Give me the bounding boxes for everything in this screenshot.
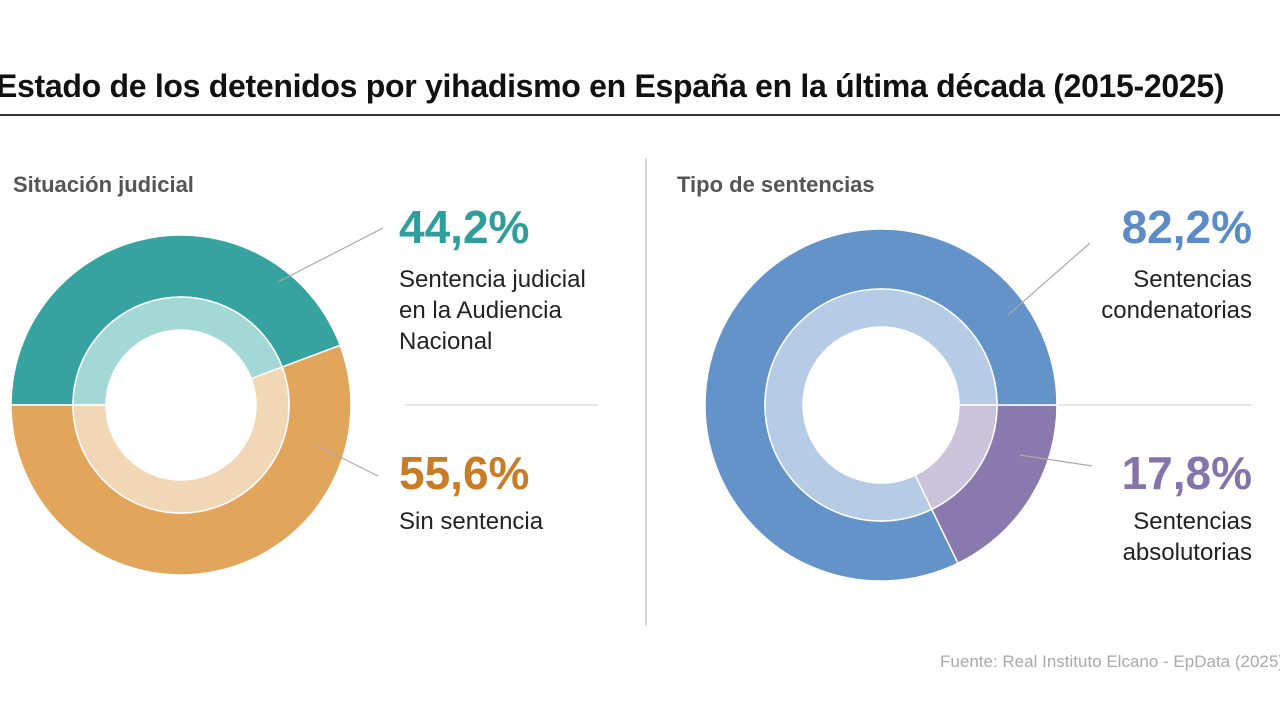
value-label-absolutorias: 17,8%	[1121, 447, 1252, 499]
value-label-condenatorias: 82,2%	[1121, 201, 1252, 253]
value-label-sin-sentencia: 55,6%	[399, 447, 530, 499]
source-note: Fuente: Real Instituto Elcano - EpData (…	[940, 652, 1280, 671]
right-chart-title: Tipo de sentencias	[677, 172, 875, 197]
donut-slice-inner-sin-sentencia	[72, 366, 290, 514]
category-label-sin-sentencia: Sin sentencia	[399, 508, 544, 535]
leader-line-condenatorias	[1007, 242, 1091, 316]
category-label-condenatorias: Sentencias condenatorias	[1101, 266, 1252, 324]
leader-line-sentencia	[277, 227, 384, 283]
leader-line-sin-sentencia	[311, 442, 379, 477]
category-label-absolutorias: Sentencias absolutorias	[1122, 508, 1252, 566]
value-label-sentencia: 44,2%	[399, 201, 530, 253]
title-rule	[0, 114, 1280, 116]
left-chart-title: Situación judicial	[13, 172, 194, 197]
donut-slice-inner-sentencia-judicial-en-la-audiencia-nacional	[72, 296, 284, 406]
chart-title: Estado de los detenidos por yihadismo en…	[0, 68, 1225, 104]
donut-slice-inner-sentencias-condenatorias	[764, 288, 998, 522]
leader-line-absolutorias	[1019, 454, 1093, 467]
category-label-sentencia: Sentencia judicial en la Audiencia Nacio…	[399, 266, 586, 355]
